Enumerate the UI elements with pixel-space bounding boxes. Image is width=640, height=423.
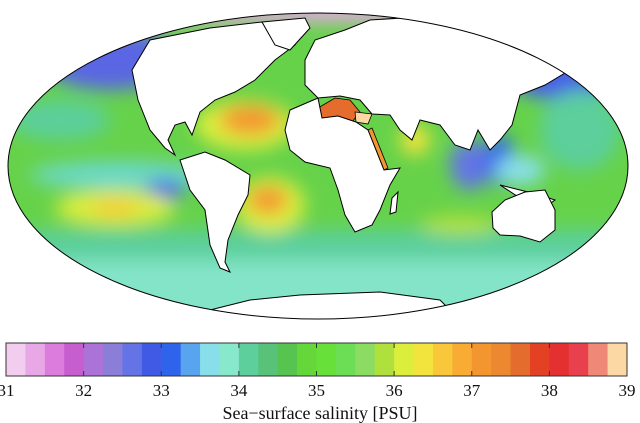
africa xyxy=(284,97,401,233)
colorbar-bin xyxy=(83,343,104,376)
colorbar-bin xyxy=(219,343,240,376)
colorbar-tick-label: 34 xyxy=(230,381,248,400)
colorbar-bin xyxy=(355,343,376,376)
colorbar-tick-label: 31 xyxy=(0,381,15,400)
colorbar-tick-label: 36 xyxy=(386,381,403,400)
colorbar-bin xyxy=(491,343,512,376)
colorbar-bin xyxy=(335,343,356,376)
colorbar-tick-label: 35 xyxy=(308,381,325,400)
colorbar-bin xyxy=(374,343,395,376)
colorbar-bin xyxy=(297,343,317,376)
colorbar-bin xyxy=(103,343,123,376)
south-america xyxy=(179,151,251,273)
colorbar-bin xyxy=(64,343,85,376)
colorbar-label: Sea−surface salinity [PSU] xyxy=(222,403,417,423)
colorbar-tick-label: 39 xyxy=(619,381,636,400)
colorbar-tick-label: 37 xyxy=(463,381,481,400)
colorbar-bin xyxy=(568,343,589,376)
colorbar: 31 32 33 34 35 36 37 38 39 Sea−surface salinity … xyxy=(0,342,636,423)
salinity-map xyxy=(7,12,629,320)
colorbar-tick-label: 33 xyxy=(153,381,170,400)
colorbar-bin xyxy=(529,343,550,376)
colorbar-bin xyxy=(549,343,570,376)
greenland xyxy=(261,17,311,51)
colorbar-bin xyxy=(413,343,434,376)
colorbar-bin xyxy=(394,343,415,376)
colorbar-bin xyxy=(277,343,298,376)
colorbar-tick-label: 32 xyxy=(75,381,92,400)
colorbar-bin xyxy=(471,343,492,376)
colorbar-bin xyxy=(6,343,26,376)
australia xyxy=(491,189,556,243)
ocean-field xyxy=(8,13,628,319)
map-boundary xyxy=(7,12,629,320)
colorbar-bin xyxy=(607,343,628,376)
madagascar xyxy=(389,190,399,215)
colorbar-bin xyxy=(161,343,182,376)
colorbar-bin xyxy=(180,343,201,376)
colorbar-bin xyxy=(25,343,46,376)
colorbar-bin xyxy=(452,343,473,376)
colorbar-bin xyxy=(510,343,531,376)
colorbar-bin xyxy=(316,343,337,376)
colorbar-bin xyxy=(238,343,259,376)
colorbar-tick-label: 38 xyxy=(541,381,558,400)
land xyxy=(131,14,591,319)
colorbar-bin xyxy=(258,343,279,376)
colorbar-bin xyxy=(122,343,143,376)
colorbar-bin xyxy=(200,343,220,376)
colorbar-bin xyxy=(588,343,609,376)
colorbar-bin xyxy=(141,343,162,376)
colorbar-bin xyxy=(432,343,453,376)
colorbar-bin xyxy=(44,343,65,376)
